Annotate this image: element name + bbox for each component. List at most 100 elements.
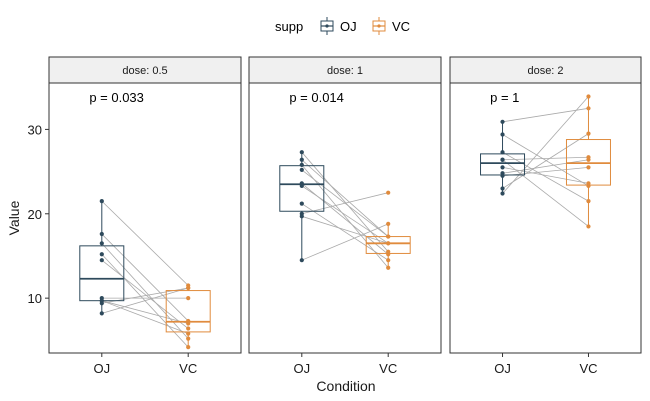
y-axis-title: Value: [6, 200, 22, 235]
data-point: [186, 344, 191, 350]
data-point: [186, 285, 191, 291]
data-point: [299, 181, 304, 186]
data-point: [386, 190, 391, 195]
paired-line: [502, 151, 589, 202]
paired-line: [101, 243, 189, 339]
paired-line: [502, 96, 589, 194]
data-point: [99, 199, 104, 204]
paired-line: [101, 287, 189, 314]
x-tick-label: OJ: [293, 361, 310, 376]
data-point: [299, 211, 304, 216]
data-point: [386, 265, 391, 270]
paired-line: [101, 233, 189, 322]
facet-strip-label: dose: 0.5: [122, 65, 167, 77]
paired-line: [301, 159, 389, 237]
data-point: [186, 336, 191, 341]
facet-panel-3: dose: 2 p = 1 OJ VC: [449, 56, 642, 376]
facet-strip: [248, 56, 442, 84]
data-point: [586, 165, 591, 170]
data-point: [299, 150, 304, 155]
x-tick-label: VC: [379, 361, 397, 376]
legend-key-oj: [320, 17, 334, 35]
data-point: [586, 106, 591, 111]
panel-frame: [449, 82, 642, 354]
paired-line: [301, 215, 389, 244]
p-value-label: p = 0.033: [89, 90, 144, 105]
data-point: [500, 171, 505, 176]
data-point: [186, 331, 191, 336]
y-tick-label: 30: [28, 122, 42, 137]
panel-frame: [248, 82, 442, 354]
data-point: [386, 258, 391, 263]
facet-strip-label: dose: 1: [327, 65, 363, 77]
panel-frame: [48, 82, 242, 354]
paired-line: [502, 166, 589, 177]
facet-panel-1: dose: 0.5 p = 0.033 OJ VC: [48, 56, 242, 376]
paired-line: [301, 223, 389, 261]
x-tick-label: VC: [579, 361, 597, 376]
facet-panel-2: dose: 1 p = 0.014 OJ VC: [248, 56, 442, 376]
data-point: [586, 131, 591, 136]
data-point: [500, 186, 505, 191]
boxplot-vc: [365, 190, 411, 270]
boxplot-vc: [165, 283, 211, 350]
data-point: [500, 165, 505, 170]
data-point: [99, 252, 104, 257]
data-point: [186, 321, 191, 326]
data-point: [500, 119, 505, 124]
x-tick-label: OJ: [93, 361, 110, 376]
x-tick-label: VC: [179, 361, 197, 376]
paired-line: [502, 134, 589, 187]
legend: supp OJ VC: [275, 17, 410, 35]
facet-strip: [449, 56, 642, 84]
legend-label-oj: OJ: [340, 19, 357, 34]
legend-point: [377, 24, 381, 28]
facet-strip: [48, 56, 242, 84]
paired-line: [301, 151, 389, 253]
paired-line: [502, 156, 589, 161]
x-axis-title: Condition: [316, 378, 375, 394]
data-point: [386, 221, 391, 227]
data-point: [299, 167, 304, 173]
boxplot-oj: [279, 150, 325, 263]
paired-line: [101, 300, 189, 324]
data-point: [186, 326, 191, 331]
data-point: [99, 231, 104, 237]
data-point: [299, 258, 304, 263]
data-point: [99, 298, 104, 303]
paired-lines: [502, 96, 589, 227]
y-tick-label: 10: [28, 291, 42, 306]
legend-point: [325, 24, 329, 28]
facet-strip-label: dose: 2: [527, 65, 563, 77]
y-tick-label: 20: [28, 207, 42, 222]
paired-line: [301, 203, 389, 261]
data-point: [99, 241, 104, 246]
data-point: [500, 132, 505, 137]
paired-line: [502, 133, 589, 189]
data-point: [386, 234, 391, 239]
p-value-label: p = 0.014: [289, 90, 344, 105]
x-tick-label: OJ: [494, 361, 511, 376]
data-point: [500, 191, 505, 196]
data-point: [500, 150, 505, 155]
boxplot-oj: [480, 119, 526, 196]
data-point: [299, 201, 304, 206]
paired-lines: [301, 151, 389, 269]
data-point: [586, 224, 591, 229]
data-point: [186, 296, 191, 301]
boxplot-vc: [565, 94, 611, 229]
paired-line: [101, 300, 189, 334]
data-point: [586, 199, 591, 204]
paired-line: [502, 166, 589, 184]
data-point: [586, 94, 591, 99]
paired-line: [101, 259, 189, 329]
paired-line: [502, 159, 589, 174]
p-value-label: p = 1: [490, 90, 519, 105]
data-point: [386, 241, 391, 246]
paired-line: [101, 200, 189, 286]
data-point: [586, 183, 591, 189]
paired-line: [301, 169, 389, 237]
data-point: [99, 311, 104, 316]
data-point: [586, 155, 591, 160]
